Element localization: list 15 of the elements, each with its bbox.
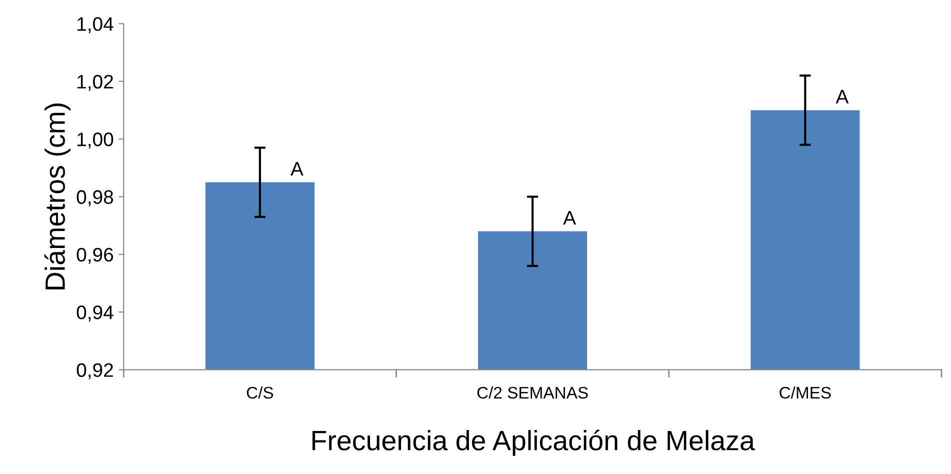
y-tick-label: 1,04 <box>78 17 114 34</box>
annotation: A <box>290 162 304 176</box>
x-tick-label: C/2 SEMANAS <box>477 386 588 399</box>
x-axis-title: Frecuencia de Aplicación de Melaza <box>312 430 755 456</box>
y-tick-label: 0,94 <box>76 306 114 322</box>
annotation: A <box>563 211 576 224</box>
y-tick-label: 1,00 <box>78 132 114 149</box>
y-tick-label: 0,92 <box>76 363 113 380</box>
annotation: A <box>836 90 849 104</box>
x-tick-label: C/S <box>246 386 274 399</box>
x-tick-label: C/MES <box>780 386 831 399</box>
y-tick-label: 1,02 <box>78 74 113 91</box>
y-tick-label: 0,98 <box>76 190 114 206</box>
y-axis-title: Diámetros (cm) <box>44 104 70 290</box>
y-tick-label: 0,96 <box>76 248 114 264</box>
